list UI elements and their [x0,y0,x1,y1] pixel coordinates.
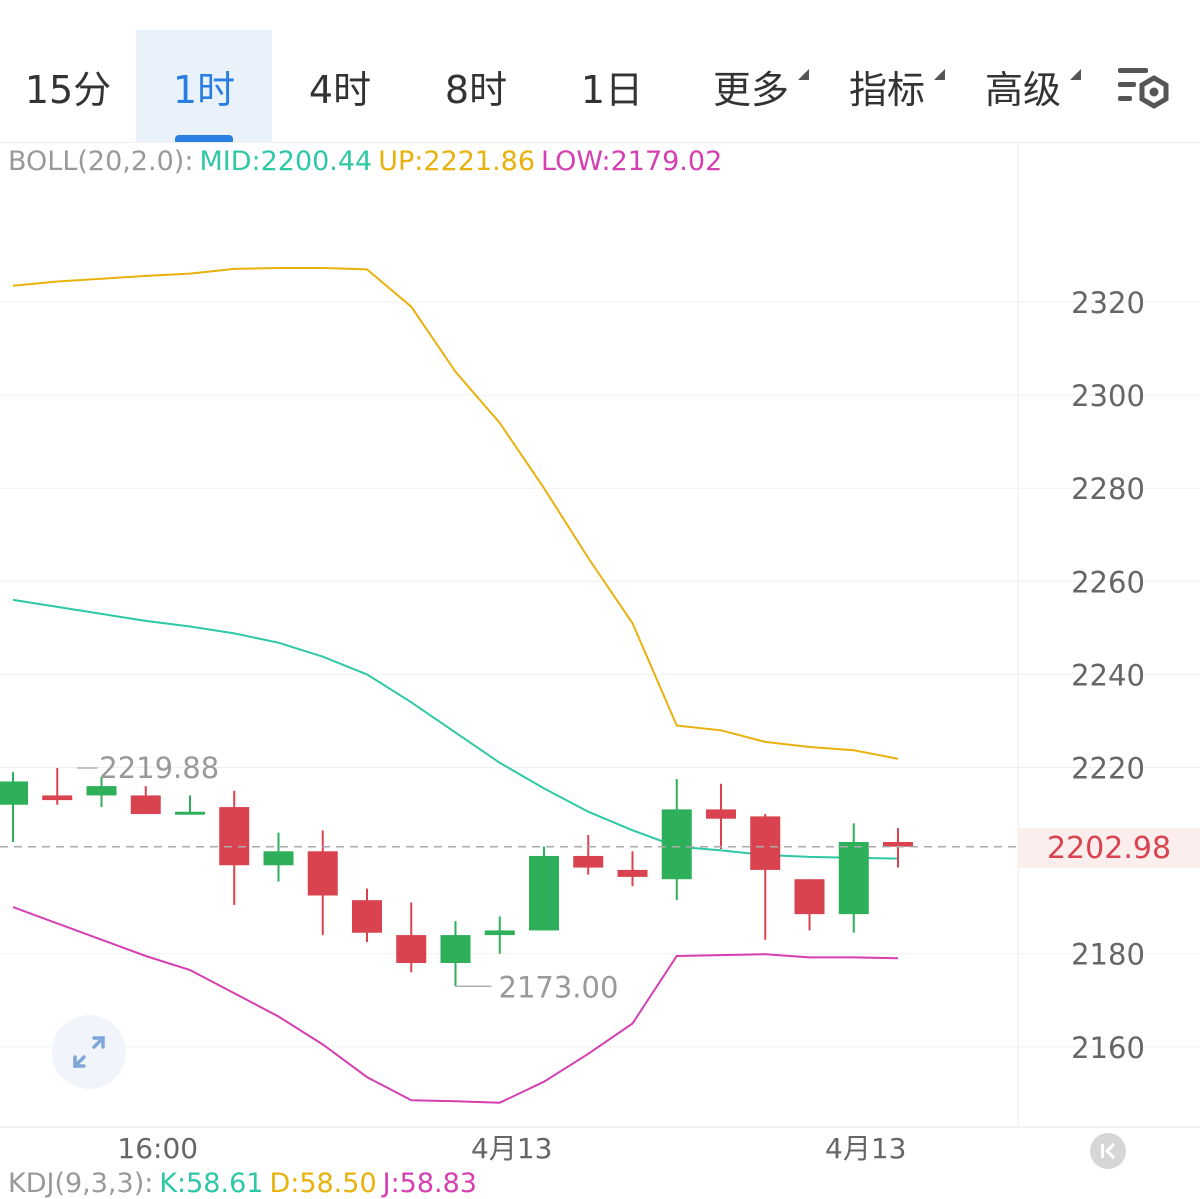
rewind-icon [1101,1142,1116,1160]
tab-label: 更多 [712,67,789,112]
min-price-label: 2173.00 [499,970,619,1004]
candle-body-down [706,809,736,819]
kdj-legend: KDJ(9,3,3): K:58.61 D:58.50 J:58.83 [8,1168,483,1199]
candle-body-down [883,841,913,847]
kdj-indicator-name: KDJ(9,3,3): [8,1168,154,1199]
candle-body-down [617,869,648,877]
tab-label: 指标 [848,67,925,112]
boll-mid-value: MID:2200.44 [199,146,373,177]
candle-body-down [396,935,427,964]
y-tick-label: 2300 [1071,379,1145,413]
candle-body-down [750,816,781,870]
tab-label: 1日 [580,67,644,112]
candle-body-down [794,879,825,915]
y-tick-label: 2280 [1071,472,1145,506]
toolbar-divider [0,142,1200,143]
chart-settings-button[interactable] [1112,30,1176,142]
tab-label: 8时 [444,67,508,112]
tab-label: 高级 [984,67,1061,112]
dropdown-triangle-icon [1070,68,1081,80]
dropdown-triangle-icon [798,68,809,80]
kdj-d-value: D:58.50 [269,1168,377,1199]
last-price-tag: 2202.98 [1018,828,1200,868]
candle-body-up [484,930,515,936]
candle-body-down [307,851,338,896]
y-tick-label: 2240 [1071,658,1145,692]
tab-1hour[interactable]: 1时 [136,30,272,142]
tab-4hour[interactable]: 4时 [272,30,408,142]
candle-body-up [440,935,471,964]
tab-15min[interactable]: 15分 [0,30,136,142]
candle-body-up [86,786,117,796]
candle-body-up [838,841,869,915]
y-tick-label: 2160 [1071,1031,1145,1065]
candle-body-down [352,900,382,933]
tab-indicators[interactable]: 指标 [836,30,956,142]
tab-label: 15分 [24,67,112,112]
x-tick-label: 4月13 [471,1132,552,1165]
kdj-j-value: J:58.83 [382,1168,477,1199]
chart-settings-icon [1118,68,1169,109]
active-tab-indicator [175,135,233,142]
expand-icon [73,1036,105,1068]
jump-to-latest-button[interactable] [1090,1133,1126,1169]
dropdown-triangle-icon [934,68,945,80]
timeframe-tabs: 15分 1时 4时 8时 1日 更多 指标 高级 [0,30,1200,142]
candle-body-down [573,855,604,868]
y-tick-label: 2220 [1071,752,1145,786]
candle-body-down [219,807,250,866]
boll-upper-line [12,267,899,760]
tab-label: 4时 [308,67,372,112]
tab-1day[interactable]: 1日 [544,30,680,142]
candle-body-up [661,809,692,880]
candle-body-up [529,855,559,931]
boll-indicator-name: BOLL(20,2.0): [8,146,194,177]
candle-body-up [0,781,28,805]
max-price-label: 2219.88 [99,751,219,785]
boll-lower-line [12,906,899,1104]
candle-body-up [175,811,205,815]
y-tick-label: 2260 [1071,565,1145,599]
y-tick-label: 2180 [1071,938,1145,972]
candle-body-up [263,851,294,866]
x-tick-label: 16:00 [117,1132,198,1165]
tab-more[interactable]: 更多 [700,30,820,142]
tab-advanced[interactable]: 高级 [972,30,1092,142]
candle-body-down [42,795,73,801]
boll-legend: BOLL(20,2.0): MID:2200.44 UP:2221.86 LOW:21… [8,146,728,177]
x-tick-label: 4月13 [825,1132,906,1165]
candle-body-down [130,795,161,815]
tab-label: 1时 [172,67,236,112]
expand-chart-button[interactable] [52,1015,126,1089]
tab-8hour[interactable]: 8时 [408,30,544,142]
y-tick-label: 2320 [1071,286,1145,320]
kdj-k-value: K:58.61 [159,1168,264,1199]
boll-low-value: LOW:2179.02 [541,146,723,177]
boll-up-value: UP:2221.86 [378,146,536,177]
